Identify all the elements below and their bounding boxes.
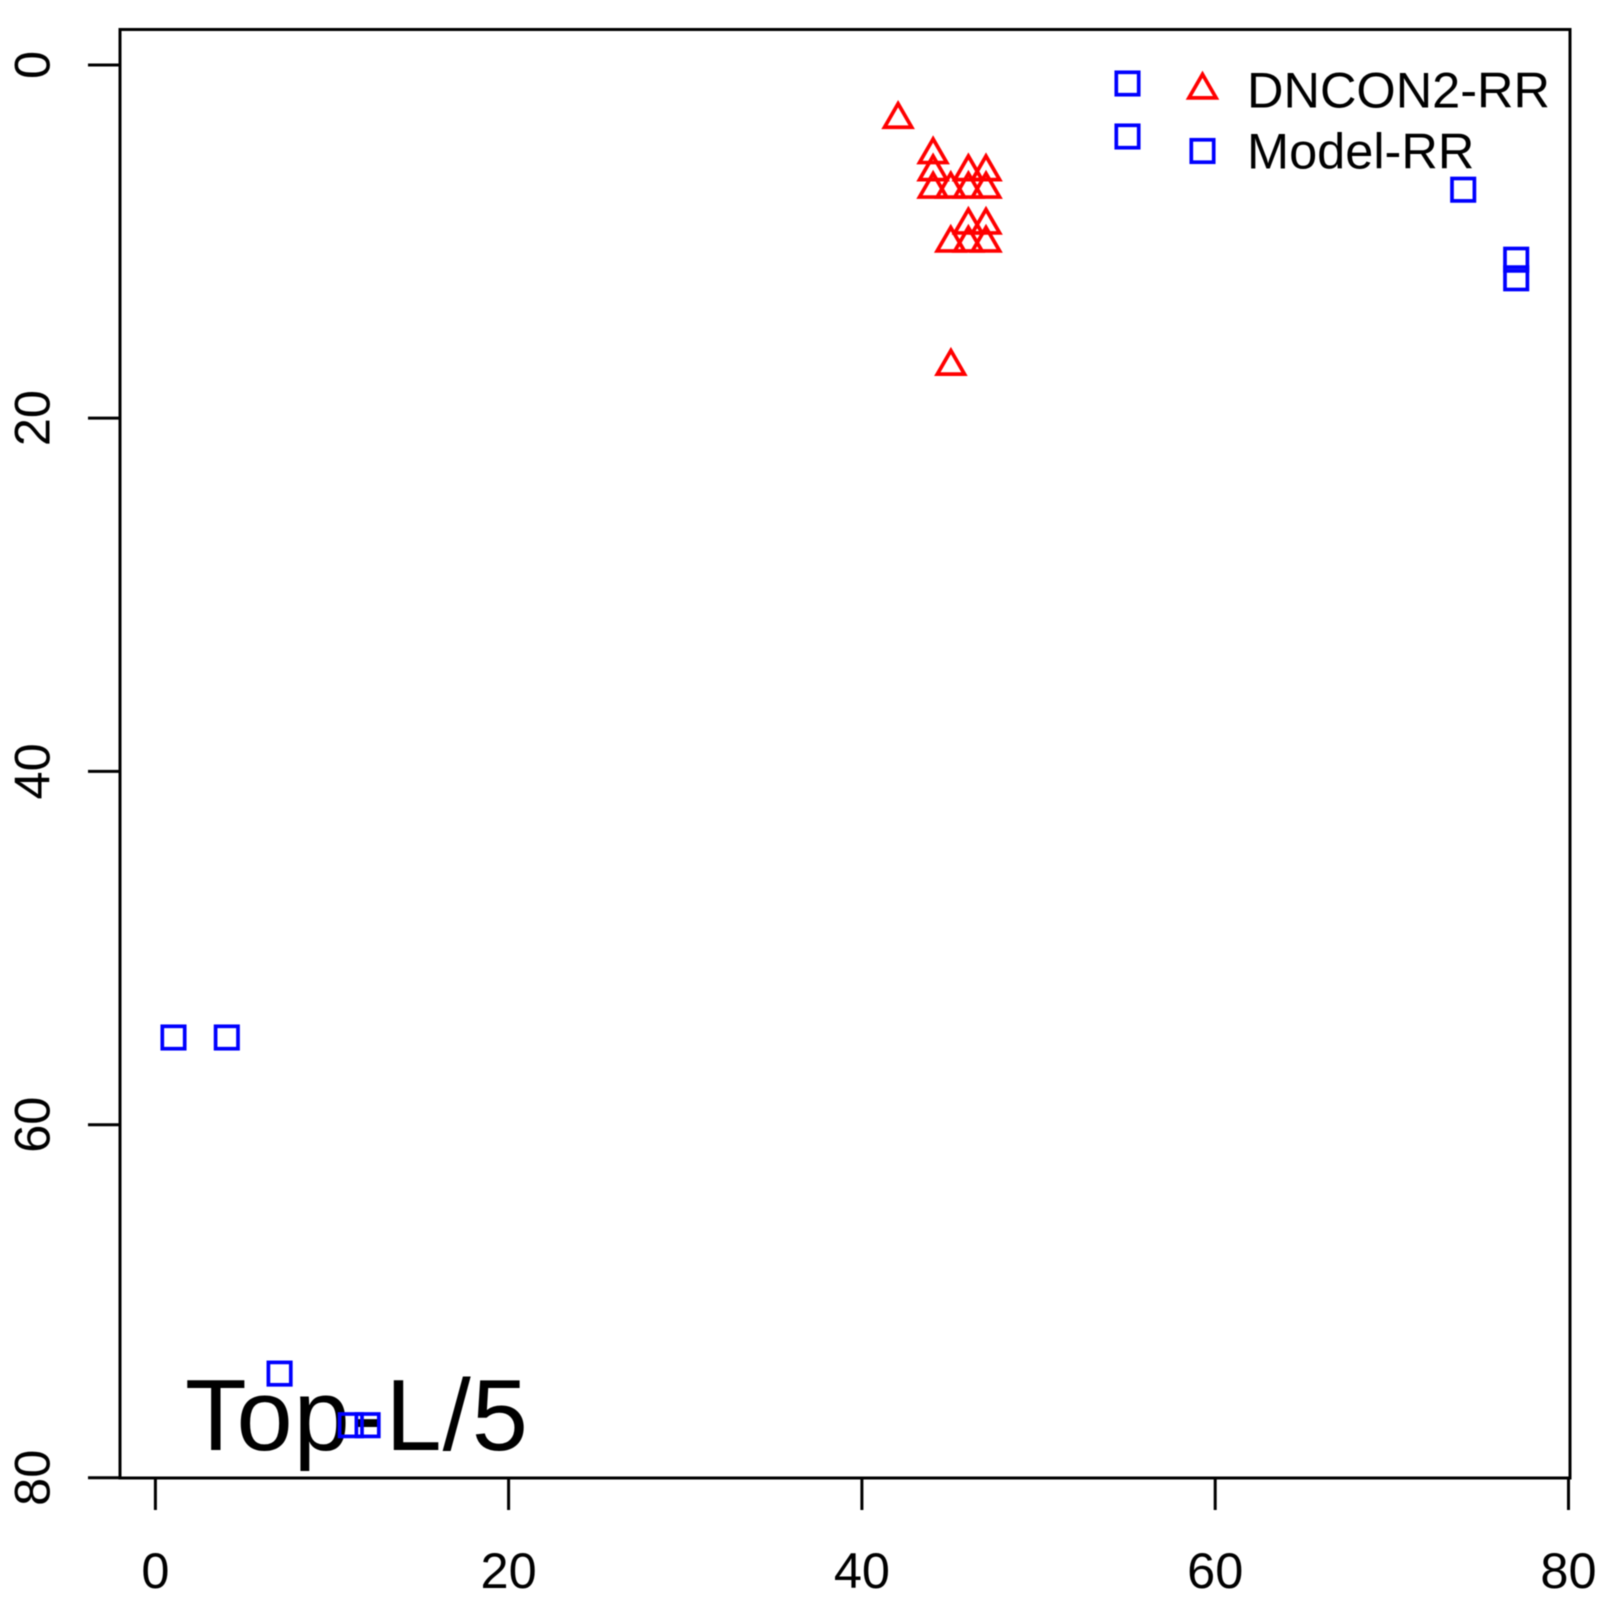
svg-text:80: 80 bbox=[3, 1450, 60, 1506]
svg-text:0: 0 bbox=[3, 51, 60, 79]
svg-text:20: 20 bbox=[3, 390, 60, 446]
svg-text:80: 80 bbox=[1540, 1542, 1596, 1599]
svg-text:60: 60 bbox=[1187, 1542, 1243, 1599]
svg-text:20: 20 bbox=[481, 1542, 537, 1599]
svg-text:DNCON2-RR: DNCON2-RR bbox=[1247, 61, 1550, 118]
svg-text:0: 0 bbox=[141, 1542, 169, 1599]
svg-text:40: 40 bbox=[834, 1542, 890, 1599]
svg-text:Model-RR: Model-RR bbox=[1247, 123, 1474, 180]
svg-text:60: 60 bbox=[3, 1097, 60, 1153]
svg-text:40: 40 bbox=[3, 743, 60, 799]
